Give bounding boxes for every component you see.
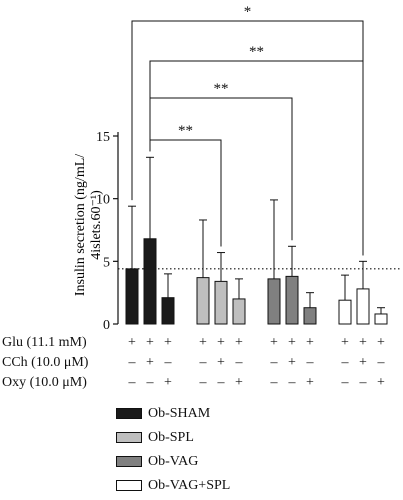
bar-Ob-VAG+SPL-0 [338,299,352,325]
condition-sign-1-3-1: + [359,355,367,370]
condition-sign-0-1-2: + [235,335,243,350]
condition-sign-0-2-1: + [288,335,296,350]
legend-swatch-2 [116,456,142,467]
y-tick-label-10: 10 [96,193,110,208]
bar-Ob-SHAM-2 [161,297,175,325]
bar-Ob-SPL-0 [196,277,210,325]
condition-sign-1-3-0: – [341,355,350,370]
axis-layer: 0 5 10 15 [96,130,400,333]
condition-sign-1-3-2: – [377,355,386,370]
conditions-layer: Glu (11.1 mM) + + + + + + + + + + + +CCh (10.0 μM) – +… [2,335,386,390]
condition-sign-2-0-2: + [164,375,172,390]
condition-label-1: CCh (10.0 μM) [2,355,89,370]
condition-sign-0-0-2: + [164,335,172,350]
condition-sign-0-1-1: + [217,335,225,350]
legend-swatch-0 [116,408,142,419]
condition-sign-0-3-0: + [341,335,349,350]
condition-sign-0-0-0: + [128,335,136,350]
condition-sign-2-1-0: – [199,375,208,390]
legend-label-3: Ob-VAG+SPL [148,478,231,493]
legend-item-0: Ob-SHAM [116,405,346,423]
significance-bracket-1 [149,60,364,256]
legend-swatch-3 [116,480,142,491]
condition-sign-0-2-2: + [306,335,314,350]
condition-sign-2-3-2: + [377,375,385,390]
condition-sign-1-2-1: + [288,355,296,370]
condition-label-0: Glu (11.1 mM) [2,335,87,350]
bar-Ob-VAG-1 [285,275,299,325]
condition-sign-2-0-1: – [146,375,155,390]
condition-sign-1-0-2: – [164,355,173,370]
legend-item-3: Ob-VAG+SPL [116,477,346,495]
condition-sign-0-3-2: + [377,335,385,350]
condition-sign-0-1-0: + [199,335,207,350]
significance-bracket-0 [131,20,364,256]
legend-label-2: Ob-VAG [148,454,199,469]
condition-sign-2-2-0: – [270,375,279,390]
y-tick-label-5: 5 [103,255,110,270]
condition-sign-0-0-1: + [146,335,154,350]
condition-sign-1-2-2: – [306,355,315,370]
significance-label-0: * [244,4,252,20]
significance-layer: ******* [131,4,364,256]
legend-item-2: Ob-VAG [116,453,346,471]
significance-bracket-3 [149,139,222,247]
significance-label-1: ** [249,44,264,60]
condition-sign-1-1-2: – [235,355,244,370]
significance-label-3: ** [178,123,193,139]
condition-label-2: Oxy (10.0 μM) [2,375,87,390]
bar-Ob-SHAM-0 [125,268,139,325]
legend-swatch-1 [116,432,142,443]
condition-sign-2-2-2: + [306,375,314,390]
bar-Ob-VAG+SPL-1 [356,288,370,325]
condition-sign-1-0-0: – [128,355,137,370]
condition-sign-1-0-1: + [146,355,154,370]
bars-layer [125,156,388,325]
legend-item-1: Ob-SPL [116,429,346,447]
significance-label-2: ** [214,81,229,97]
bar-Ob-SPL-2 [232,298,246,325]
condition-sign-0-3-1: + [359,335,367,350]
y-tick-label-0: 0 [103,318,110,333]
condition-sign-2-3-0: – [341,375,350,390]
bar-Ob-SPL-1 [214,280,228,325]
bar-Ob-SHAM-1 [143,238,157,325]
y-tick-label-15: 15 [96,130,110,145]
condition-sign-2-2-1: – [288,375,297,390]
significance-bracket-2 [149,97,293,241]
condition-sign-1-2-0: – [270,355,279,370]
condition-sign-2-1-2: + [235,375,243,390]
condition-sign-2-1-1: – [217,375,226,390]
y-axis-label-line-2: 4islets.60⁻¹) [89,190,104,260]
condition-sign-0-2-0: + [270,335,278,350]
condition-sign-1-1-1: + [217,355,225,370]
condition-sign-2-0-0: – [128,375,137,390]
bar-Ob-VAG-0 [267,278,281,325]
condition-sign-2-3-1: – [359,375,368,390]
y-axis-label-line-1: Insulin secretion (ng/mL/ [73,154,88,296]
bar-Ob-VAG-2 [303,307,317,325]
condition-sign-1-1-0: – [199,355,208,370]
legend-label-0: Ob-SHAM [148,406,211,421]
legend-label-1: Ob-SPL [148,430,194,445]
bar-Ob-VAG+SPL-2 [374,313,388,325]
